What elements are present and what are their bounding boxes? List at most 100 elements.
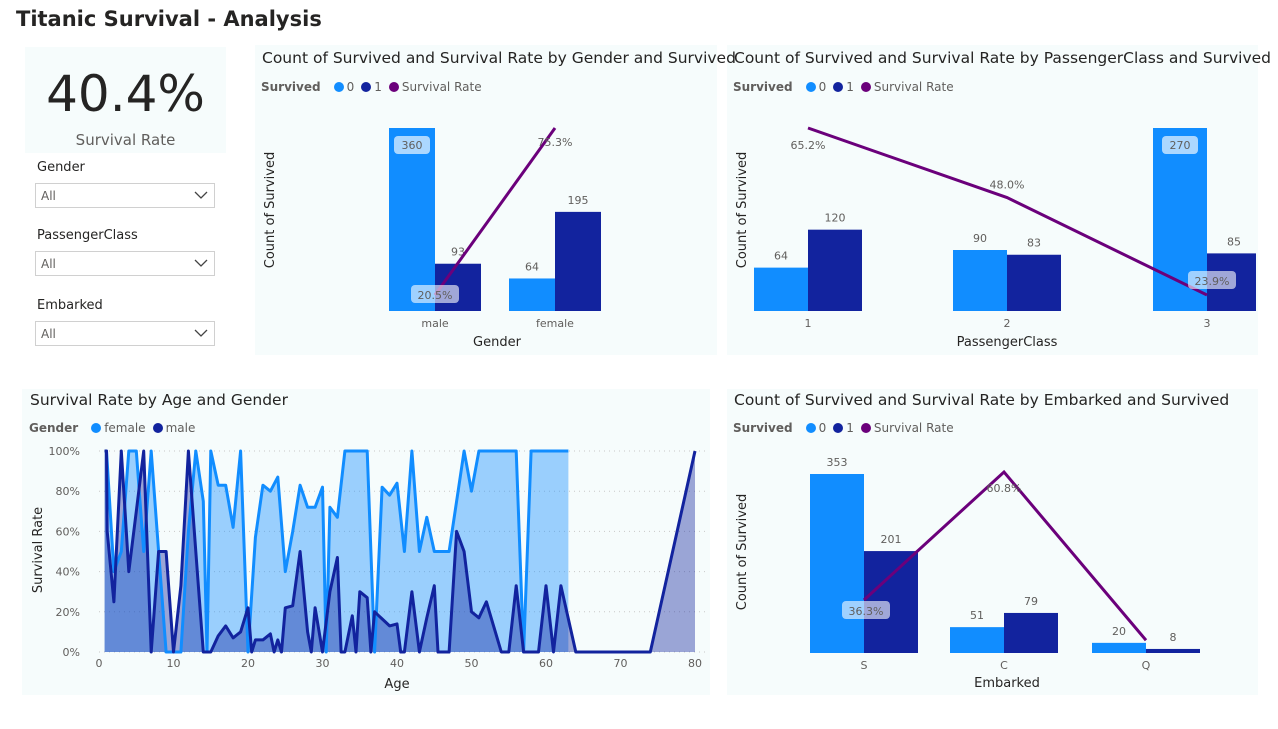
class-x-axis-title: PassengerClass bbox=[957, 335, 1058, 350]
x-tick-label: Q bbox=[1142, 659, 1151, 672]
legend-item-rate[interactable]: Survival Rate bbox=[873, 80, 954, 94]
embarked-chart-legend: Survived 0 1 Survival Rate bbox=[733, 421, 954, 435]
y-tick-label: 20% bbox=[56, 606, 80, 619]
bar-2-survived-1 bbox=[1007, 254, 1061, 311]
bar-Q-survived-0 bbox=[1092, 642, 1146, 653]
gender-slicer-label: Gender bbox=[37, 160, 85, 175]
x-tick-label: 70 bbox=[614, 657, 628, 670]
bar-Q-survived-1 bbox=[1146, 648, 1200, 653]
legend-title: Gender bbox=[29, 421, 79, 435]
survival-rate-label: 65.2% bbox=[791, 139, 826, 152]
x-tick-label: 30 bbox=[316, 657, 330, 670]
legend-item-0[interactable]: 0 bbox=[818, 80, 827, 94]
rate-label-box bbox=[842, 601, 890, 619]
embarked-slicer-label: Embarked bbox=[37, 298, 103, 313]
x-tick-label: 1 bbox=[805, 317, 812, 330]
legend-title: Survived bbox=[733, 80, 793, 94]
gender-x-axis-title: Gender bbox=[473, 335, 522, 350]
legend-item-0[interactable]: 0 bbox=[346, 80, 355, 94]
class-chart-title: Count of Survived and Survival Rate by P… bbox=[734, 49, 1271, 67]
x-tick-label: 10 bbox=[167, 657, 181, 670]
chevron-down-icon bbox=[194, 191, 208, 199]
legend-dot-1-icon bbox=[361, 82, 372, 92]
bar-data-label: 8 bbox=[1170, 631, 1177, 644]
legend-dot-0-icon bbox=[805, 82, 816, 92]
embarked-slicer-dropdown[interactable]: All bbox=[35, 321, 215, 346]
x-tick-label: 80 bbox=[688, 657, 702, 670]
survival-rate-label: 23.9% bbox=[1195, 275, 1230, 288]
bar-C-survived-1 bbox=[1004, 612, 1058, 653]
survival-rate-label: 60.8% bbox=[987, 482, 1022, 495]
legend-item-1[interactable]: 1 bbox=[374, 80, 382, 94]
bar-data-label: 195 bbox=[568, 194, 589, 207]
bar-data-label: 79 bbox=[1024, 595, 1038, 608]
gender-slicer-value: All bbox=[41, 189, 56, 203]
bar-female-survived-0 bbox=[509, 278, 555, 311]
legend-item-rate[interactable]: Survival Rate bbox=[401, 80, 482, 94]
survival-rate-line bbox=[433, 127, 557, 296]
bar-data-label: 90 bbox=[973, 232, 987, 245]
bar-female-survived-1 bbox=[555, 211, 601, 311]
bar-data-label: 270 bbox=[1170, 139, 1191, 152]
embarked-slicer-value: All bbox=[41, 327, 56, 341]
legend-item-female[interactable]: female bbox=[104, 421, 146, 435]
legend-dot-1-icon bbox=[833, 423, 844, 433]
male-line bbox=[104, 449, 697, 654]
legend-item-0[interactable]: 0 bbox=[818, 421, 827, 435]
legend-item-rate[interactable]: Survival Rate bbox=[873, 421, 954, 435]
x-tick-label: 3 bbox=[1204, 317, 1211, 330]
gender-chart-legend: Survived 0 1 Survival Rate bbox=[261, 80, 482, 94]
data-label-box bbox=[394, 136, 430, 154]
bar-2-survived-0 bbox=[953, 250, 1007, 311]
bar-data-label: 83 bbox=[1027, 237, 1041, 250]
y-tick-label: 60% bbox=[56, 525, 80, 538]
legend-dot-female-icon bbox=[91, 423, 102, 433]
gender-chart-panel bbox=[255, 45, 717, 355]
bar-C-survived-0 bbox=[950, 627, 1004, 653]
legend-title: Survived bbox=[733, 421, 793, 435]
survival-rate-label: 48.0% bbox=[990, 179, 1025, 192]
x-tick-label: 60 bbox=[539, 657, 553, 670]
y-tick-label: 80% bbox=[56, 485, 80, 498]
legend-dot-1-icon bbox=[833, 82, 844, 92]
y-tick-label: 100% bbox=[49, 445, 80, 458]
card-label: Survival Rate bbox=[75, 131, 176, 149]
x-tick-label: 20 bbox=[241, 657, 255, 670]
x-tick-label: 50 bbox=[465, 657, 479, 670]
female-line bbox=[104, 449, 569, 654]
embarked-y-axis-title: Count of Survived bbox=[735, 494, 750, 611]
bar-data-label: 64 bbox=[774, 250, 788, 263]
bar-data-label: 51 bbox=[970, 609, 984, 622]
age-x-axis-title: Age bbox=[384, 677, 409, 692]
data-label-box bbox=[1162, 136, 1198, 154]
legend-dot-0-icon bbox=[805, 423, 816, 433]
bar-data-label: 20 bbox=[1112, 625, 1126, 638]
embarked-chart-title: Count of Survived and Survival Rate by E… bbox=[734, 391, 1230, 409]
gender-slicer-dropdown[interactable]: All bbox=[35, 183, 215, 208]
embarked-x-axis-title: Embarked bbox=[974, 676, 1040, 691]
chevron-down-icon bbox=[194, 329, 208, 337]
y-tick-label: 0% bbox=[63, 646, 80, 659]
legend-item-1[interactable]: 1 bbox=[846, 421, 854, 435]
age-y-axis-title: Survival Rate bbox=[31, 507, 46, 593]
survival-rate-label: 36.3% bbox=[849, 605, 884, 618]
passengerclass-slicer-dropdown[interactable]: All bbox=[35, 251, 215, 276]
bar-male-survived-0 bbox=[389, 128, 435, 311]
age-chart-panel bbox=[22, 389, 710, 695]
bar-data-label: 93 bbox=[451, 246, 465, 259]
passengerclass-slicer-value: All bbox=[41, 257, 56, 271]
legend-title: Survived bbox=[261, 80, 321, 94]
legend-dot-rate-icon bbox=[860, 82, 871, 92]
bar-1-survived-0 bbox=[754, 267, 808, 311]
x-tick-label: male bbox=[421, 317, 449, 330]
bar-data-label: 85 bbox=[1227, 235, 1241, 248]
bar-data-label: 201 bbox=[881, 533, 902, 546]
age-chart-legend: Gender female male bbox=[29, 421, 195, 435]
x-tick-label: female bbox=[536, 317, 574, 330]
age-chart-title: Survival Rate by Age and Gender bbox=[30, 391, 288, 409]
legend-item-1[interactable]: 1 bbox=[846, 80, 854, 94]
survival-rate-line bbox=[862, 469, 1148, 642]
legend-item-male[interactable]: male bbox=[165, 421, 196, 435]
